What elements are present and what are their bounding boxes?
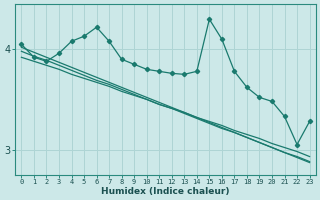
X-axis label: Humidex (Indice chaleur): Humidex (Indice chaleur): [101, 187, 230, 196]
